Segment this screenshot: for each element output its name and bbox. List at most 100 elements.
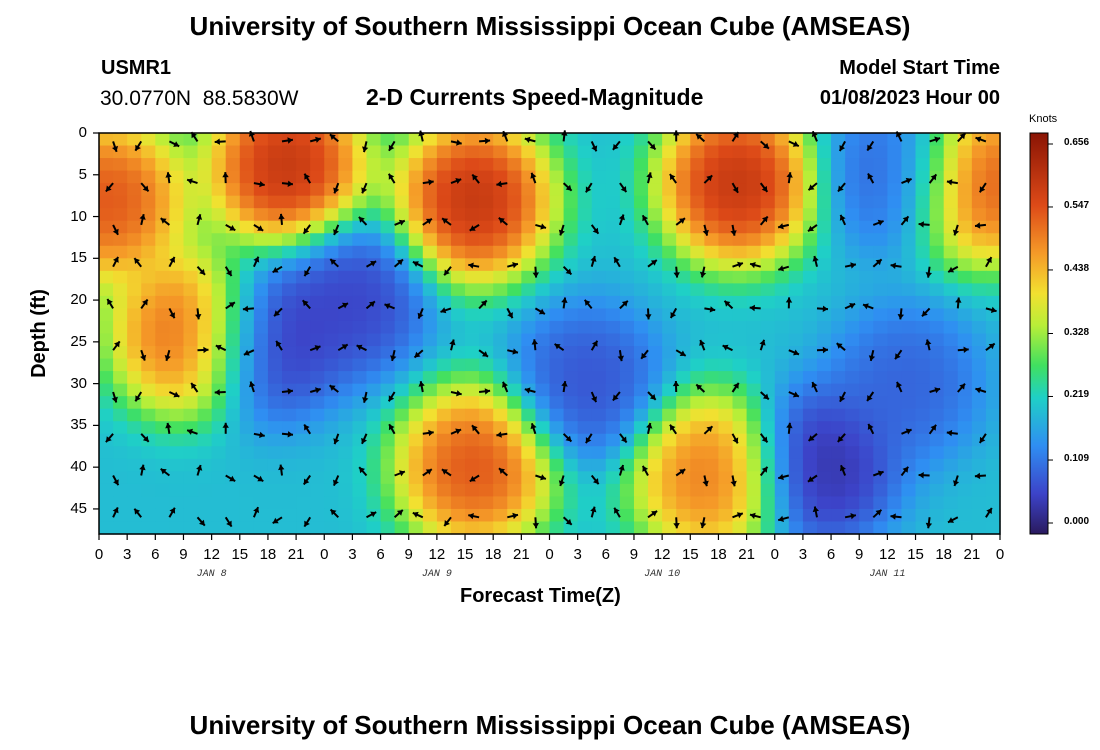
heatmap-cell bbox=[887, 458, 903, 472]
heatmap-cell bbox=[535, 458, 551, 472]
current-vector bbox=[978, 182, 987, 193]
heatmap-cell bbox=[915, 433, 931, 447]
heatmap-cell bbox=[732, 433, 748, 447]
heatmap-cell bbox=[225, 320, 241, 335]
heatmap-cell bbox=[662, 408, 677, 422]
heatmap-cell bbox=[127, 433, 142, 447]
current-vector bbox=[281, 388, 294, 395]
current-vector bbox=[168, 307, 176, 319]
current-vector bbox=[928, 424, 937, 435]
heatmap-cell bbox=[352, 270, 368, 284]
heatmap-cell bbox=[648, 458, 663, 472]
heatmap-cell bbox=[704, 233, 720, 247]
x-tick-label: 3 bbox=[122, 546, 132, 563]
heatmap-cell bbox=[493, 521, 508, 535]
heatmap-cell bbox=[831, 270, 846, 284]
heatmap-cell bbox=[662, 245, 677, 259]
heatmap-cell bbox=[591, 245, 607, 259]
heatmap-cell bbox=[296, 308, 311, 322]
heatmap-cell bbox=[746, 371, 762, 385]
heatmap-cell bbox=[943, 195, 959, 209]
current-vector bbox=[524, 387, 536, 394]
x-tick-label: 15 bbox=[456, 546, 474, 563]
heatmap-cell bbox=[718, 496, 734, 510]
heatmap-cell bbox=[127, 483, 142, 498]
heatmap-cell bbox=[718, 270, 734, 284]
x-tick-label: 12 bbox=[203, 546, 220, 563]
heatmap-cell bbox=[493, 320, 508, 335]
heatmap-cell bbox=[239, 170, 255, 184]
heatmap-cell bbox=[760, 446, 776, 460]
current-vector bbox=[985, 256, 993, 268]
heatmap-cell bbox=[211, 371, 227, 385]
x-tick-label: 18 bbox=[484, 546, 502, 563]
current-vector bbox=[168, 256, 176, 268]
heatmap-cell bbox=[366, 320, 382, 335]
heatmap-cell bbox=[957, 220, 973, 234]
heatmap-cell bbox=[648, 521, 663, 535]
heatmap-cell bbox=[648, 483, 663, 498]
heatmap-cell bbox=[971, 245, 987, 259]
heatmap-cell bbox=[465, 283, 480, 297]
heatmap-cell bbox=[422, 308, 438, 322]
heatmap-cell bbox=[873, 333, 888, 347]
heatmap-cell bbox=[662, 133, 677, 147]
heatmap-cell bbox=[760, 396, 776, 410]
heatmap-cell bbox=[676, 458, 691, 472]
heatmap-cell bbox=[929, 371, 945, 385]
heatmap-cell bbox=[901, 145, 917, 159]
heatmap-cell bbox=[901, 158, 917, 172]
heatmap-cell bbox=[746, 446, 762, 460]
heatmap-cell bbox=[113, 433, 128, 447]
heatmap-cell bbox=[183, 295, 199, 310]
heatmap-cell bbox=[774, 208, 790, 222]
heatmap-cell bbox=[324, 283, 339, 297]
heatmap-cell bbox=[380, 320, 396, 335]
current-vector bbox=[836, 342, 846, 351]
heatmap-cell bbox=[802, 483, 818, 498]
heatmap-cell bbox=[887, 333, 903, 347]
heatmap-cell bbox=[493, 258, 508, 272]
current-vector bbox=[928, 173, 938, 184]
current-vector bbox=[669, 424, 678, 435]
heatmap-cell bbox=[816, 270, 832, 284]
x-tick-label: 9 bbox=[855, 546, 864, 563]
heatmap-cell bbox=[479, 270, 494, 284]
heatmap-cell bbox=[394, 158, 410, 172]
heatmap-cell bbox=[760, 471, 776, 485]
heatmap-cell bbox=[859, 333, 874, 347]
current-vector bbox=[362, 141, 369, 153]
heatmap-cell bbox=[619, 496, 635, 510]
heatmap-cell bbox=[155, 245, 170, 259]
heatmap-cell bbox=[267, 133, 283, 147]
heatmap-cell bbox=[859, 133, 874, 147]
current-vector bbox=[168, 140, 180, 148]
heatmap-cell bbox=[183, 458, 199, 472]
x-tick-label: 6 bbox=[376, 546, 385, 563]
colorbar-ticks bbox=[1048, 143, 1053, 524]
heatmap-cell bbox=[845, 195, 860, 209]
heatmap-cell bbox=[648, 358, 663, 372]
heatmap-cell bbox=[605, 320, 621, 335]
heatmap-cell bbox=[324, 258, 339, 272]
heatmap-cell bbox=[577, 483, 593, 498]
x-axis bbox=[98, 534, 1001, 540]
heatmap-cell bbox=[746, 233, 762, 247]
heatmap-cell bbox=[845, 471, 860, 485]
heatmap-cell bbox=[648, 508, 663, 523]
heatmap-cell bbox=[873, 158, 888, 172]
heatmap-cell bbox=[816, 496, 832, 510]
heatmap-cell bbox=[591, 258, 607, 272]
heatmap-cell bbox=[845, 233, 860, 247]
heatmap-cell bbox=[662, 458, 677, 472]
heatmap-cell bbox=[169, 233, 185, 247]
heatmap-cell bbox=[239, 446, 255, 460]
footer-title: University of Southern Mississippi Ocean… bbox=[189, 710, 911, 740]
heatmap-cell bbox=[662, 145, 677, 159]
heatmap-cell bbox=[633, 308, 649, 322]
heatmap-cell bbox=[633, 483, 649, 498]
heatmap-cell bbox=[746, 346, 762, 360]
heatmap-cell bbox=[605, 333, 621, 347]
heatmap-cell bbox=[929, 358, 945, 372]
current-vector bbox=[675, 349, 687, 357]
